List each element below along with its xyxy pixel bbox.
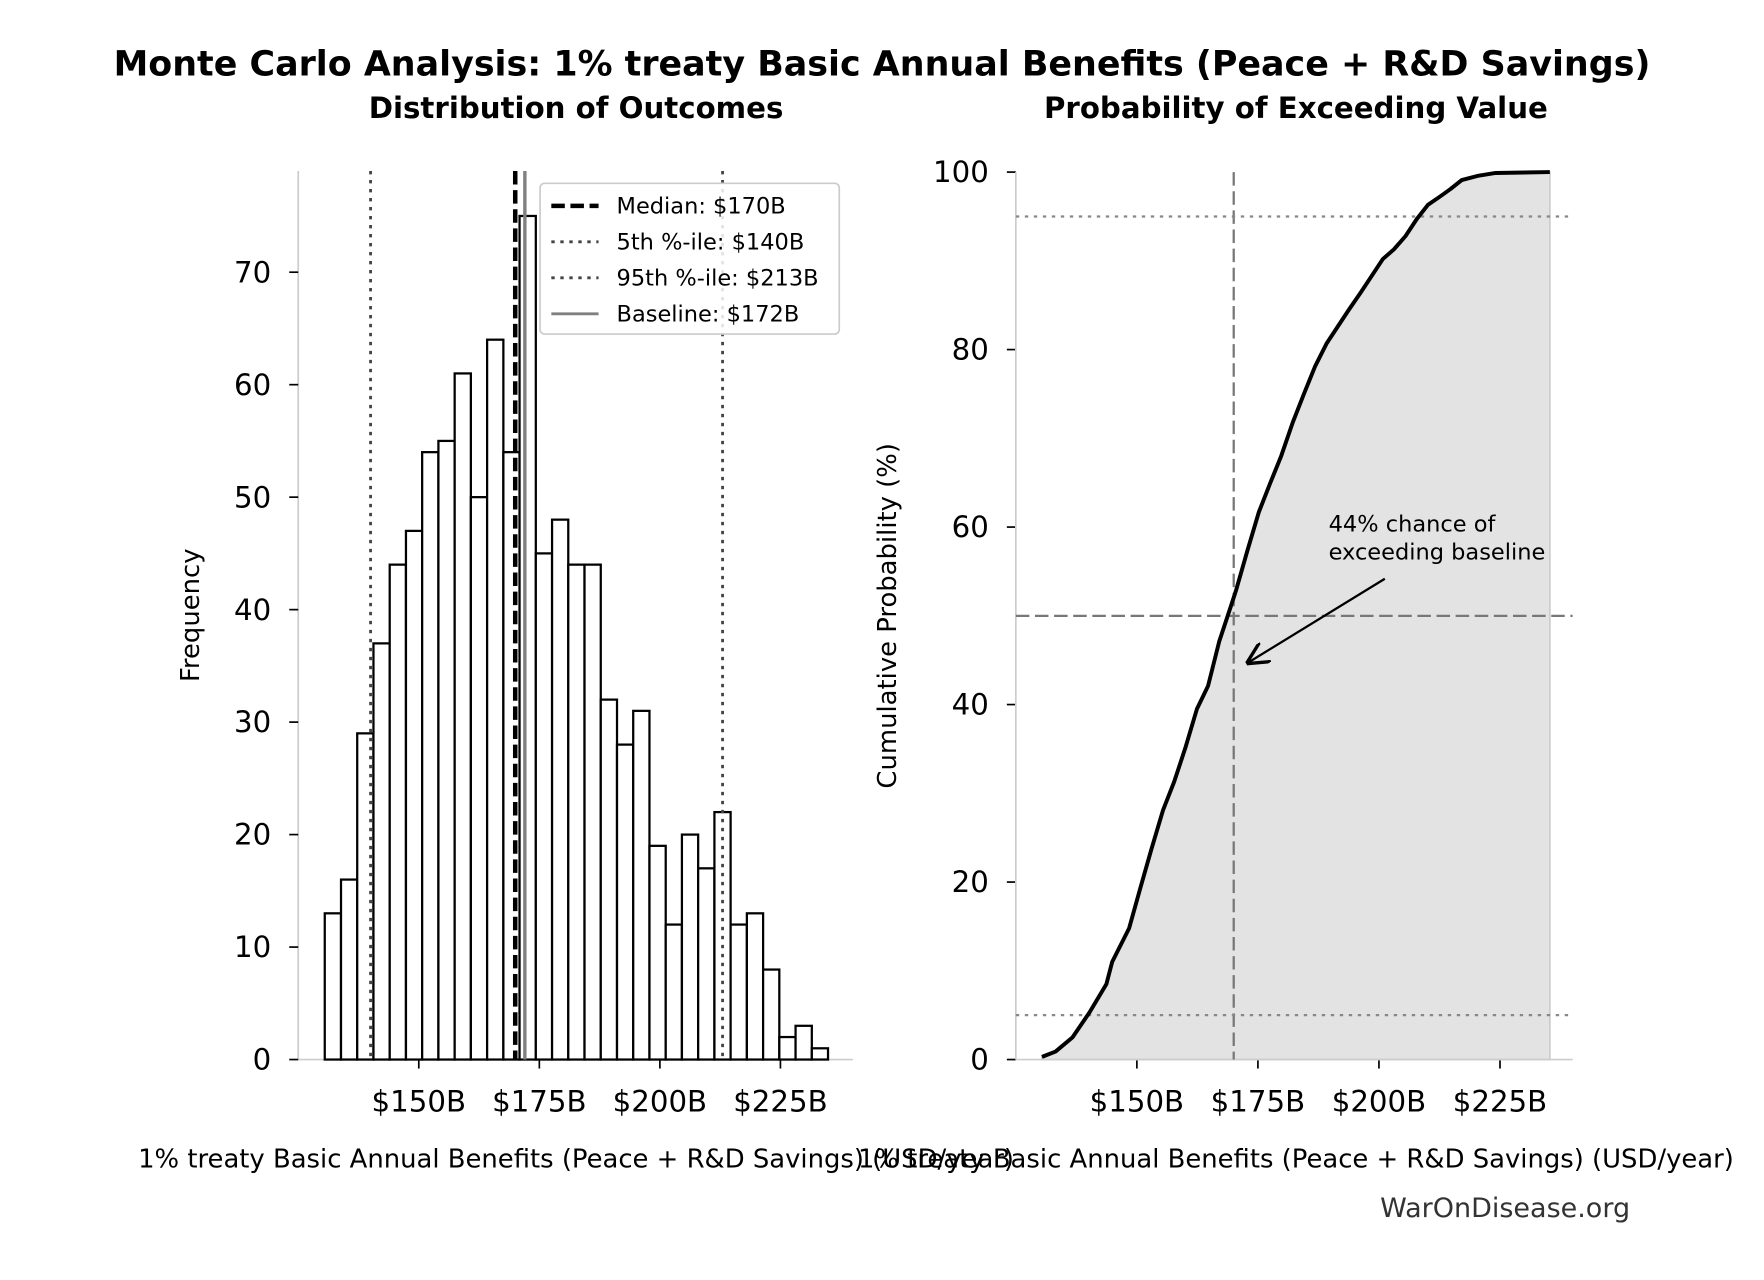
histogram-bar — [615, 743, 635, 1061]
x-tick-label: $150B — [1090, 1084, 1184, 1118]
y-tick-label: 80 — [952, 333, 989, 367]
histogram-bar — [567, 563, 586, 1061]
y-tick-label: 0 — [970, 1043, 989, 1077]
histogram-bar — [453, 372, 472, 1061]
annotation: exceeding baseline — [1329, 540, 1546, 566]
histogram-bar — [697, 867, 716, 1061]
y-tick-label: 40 — [952, 688, 989, 722]
x-tick-label: $175B — [1211, 1084, 1305, 1118]
y-tick-label: 20 — [952, 865, 989, 899]
cdf-line — [1041, 170, 1550, 1059]
y-tick-label: 50 — [234, 480, 271, 514]
histogram-bar — [745, 912, 765, 1061]
watermark: WarOnDisease.org — [1380, 1193, 1630, 1224]
y-tick-label: 0 — [253, 1043, 272, 1077]
x-tick-label: $200B — [1332, 1084, 1426, 1118]
histogram-bar — [632, 709, 651, 1061]
annotation-arrow — [1246, 577, 1386, 664]
x-axis-label: 1% treaty Basic Annual Benefits (Peace +… — [138, 1145, 1014, 1175]
y-tick-label: 30 — [234, 705, 271, 739]
histogram-bar — [372, 642, 391, 1061]
y-tick-label: 60 — [234, 368, 271, 402]
y-axis-label: Cumulative Probability (%) — [873, 443, 903, 788]
histogram-bar — [550, 518, 570, 1061]
y-tick-label: 10 — [234, 930, 271, 964]
histogram-bar — [534, 552, 554, 1061]
histogram-bar — [599, 698, 619, 1061]
histogram-bar — [421, 451, 440, 1061]
legend-box — [539, 182, 841, 335]
x-axis-label: 1% treaty Basic Annual Benefits (Peace +… — [858, 1145, 1734, 1175]
histogram-bar — [680, 833, 700, 1061]
histogram-bar — [469, 496, 489, 1061]
histogram-bar — [583, 563, 602, 1061]
legend-label: Median: $170B — [617, 194, 786, 220]
histogram-bar — [388, 563, 408, 1061]
histogram-bar — [810, 1047, 830, 1061]
histogram-bar — [794, 1024, 813, 1061]
histogram-bar — [664, 923, 684, 1061]
y-tick-label: 20 — [234, 818, 271, 852]
histogram-bar — [518, 214, 537, 1061]
histogram-bar — [648, 844, 667, 1061]
x-tick-label: $150B — [372, 1084, 466, 1118]
legend-label: Baseline: $172B — [617, 302, 800, 328]
annotation: 44% chance of — [1329, 512, 1497, 538]
y-tick-label: 100 — [933, 155, 989, 189]
suptitle: Monte Carlo Analysis: 1% treaty Basic An… — [114, 44, 1651, 84]
y-tick-label: 40 — [234, 593, 271, 627]
x-tick-label: $225B — [1453, 1084, 1547, 1118]
chart-title: Distribution of Outcomes — [369, 91, 784, 125]
y-tick-label: 60 — [952, 510, 989, 544]
legend-label: 95th %-ile: $213B — [617, 266, 819, 292]
histogram-bar — [323, 912, 343, 1061]
chart-title: Probability of Exceeding Value — [1044, 91, 1548, 125]
histogram-bar — [339, 878, 359, 1061]
histogram-bar — [778, 1035, 797, 1061]
histogram-bar — [729, 923, 748, 1061]
x-tick-label: $175B — [492, 1084, 586, 1118]
y-tick-label: 70 — [234, 255, 271, 289]
histogram-bar — [485, 338, 505, 1061]
legend-label: 5th %-ile: $140B — [617, 230, 805, 256]
x-tick-label: $225B — [733, 1084, 827, 1118]
histogram-bar — [404, 529, 424, 1061]
y-axis-label: Frequency — [176, 548, 206, 682]
histogram-bar — [437, 439, 456, 1061]
histogram-bar — [761, 968, 781, 1061]
x-tick-label: $200B — [613, 1084, 707, 1118]
